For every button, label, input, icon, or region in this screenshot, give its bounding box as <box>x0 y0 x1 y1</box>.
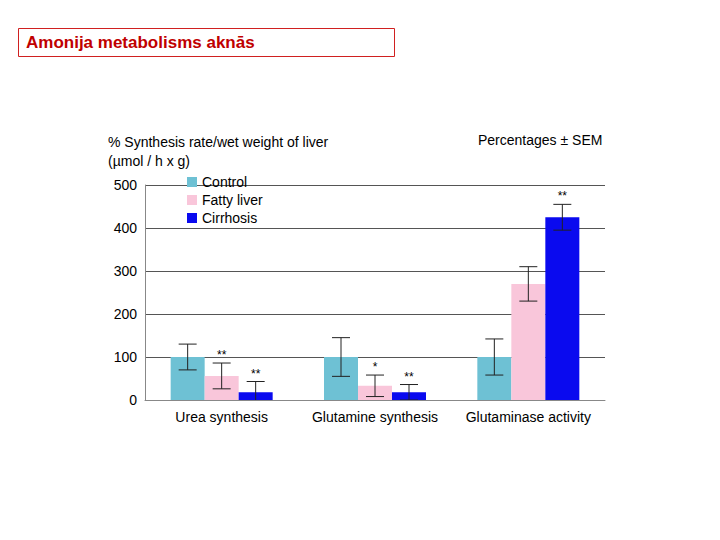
svg-text:Fatty liver: Fatty liver <box>202 192 263 208</box>
svg-text:0: 0 <box>129 392 137 408</box>
svg-text:**: ** <box>404 370 414 384</box>
svg-text:400: 400 <box>114 220 138 236</box>
svg-text:200: 200 <box>114 306 138 322</box>
svg-text:300: 300 <box>114 263 138 279</box>
svg-text:% Synthesis rate/wet weight of: % Synthesis rate/wet weight of liver <box>108 134 329 150</box>
svg-text:Glutaminase activity: Glutaminase activity <box>466 409 591 425</box>
svg-text:(µmol / h x g): (µmol / h x g) <box>108 153 190 169</box>
svg-text:**: ** <box>251 367 261 381</box>
svg-text:*: * <box>373 360 378 374</box>
svg-text:Percentages ± SEM: Percentages ± SEM <box>478 132 602 148</box>
svg-text:**: ** <box>558 189 568 203</box>
svg-text:Glutamine synthesis: Glutamine synthesis <box>312 409 438 425</box>
svg-text:500: 500 <box>114 177 138 193</box>
svg-text:Control: Control <box>202 174 247 190</box>
svg-text:100: 100 <box>114 349 138 365</box>
svg-text:Cirrhosis: Cirrhosis <box>202 210 257 226</box>
svg-text:Urea synthesis: Urea synthesis <box>175 409 268 425</box>
svg-text:Amonija metabolisms aknās: Amonija metabolisms aknās <box>26 33 255 52</box>
svg-text:**: ** <box>217 348 227 362</box>
